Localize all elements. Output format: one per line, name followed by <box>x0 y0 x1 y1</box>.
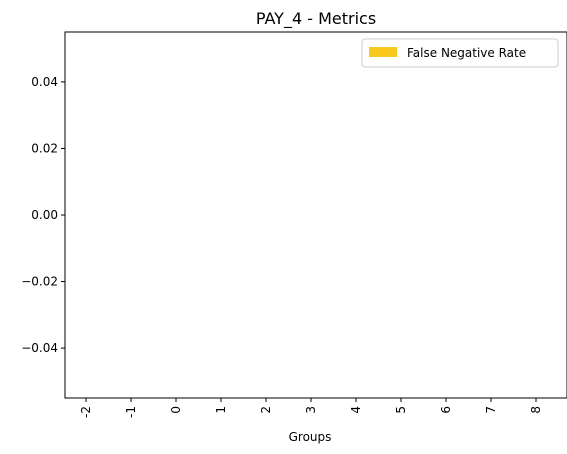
x-ticks: -2 -1 0 1 2 3 4 5 6 7 8 <box>79 398 543 418</box>
chart-title: PAY_4 - Metrics <box>256 9 376 29</box>
x-tick-label: 4 <box>349 406 363 414</box>
legend: False Negative Rate <box>361 38 559 68</box>
legend-label: False Negative Rate <box>407 46 526 60</box>
x-tick-label: 8 <box>529 406 543 414</box>
x-tick-label: -1 <box>124 406 138 418</box>
y-tick-label: −0.04 <box>21 341 58 355</box>
legend-box <box>361 38 559 68</box>
x-tick-label: 5 <box>394 406 408 414</box>
y-tick-label: 0.04 <box>31 75 58 89</box>
x-axis-label: Groups <box>289 430 332 444</box>
y-tick-label: −0.02 <box>21 275 58 289</box>
x-tick-label: 0 <box>169 406 183 414</box>
x-tick-label: 2 <box>259 406 273 414</box>
x-tick-label: 1 <box>214 406 228 414</box>
x-tick-label: 3 <box>304 406 318 414</box>
y-tick-label: 0.02 <box>31 141 58 155</box>
legend-swatch <box>369 47 397 57</box>
y-ticks: 0.04 0.02 0.00 −0.02 −0.04 <box>21 75 65 355</box>
x-tick-label: -2 <box>79 406 93 418</box>
y-tick-label: 0.00 <box>31 208 58 222</box>
x-tick-label: 7 <box>484 406 498 414</box>
x-tick-label: 6 <box>439 406 453 414</box>
plot-frame <box>64 31 567 399</box>
plot-area <box>65 32 567 398</box>
